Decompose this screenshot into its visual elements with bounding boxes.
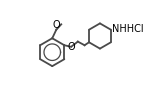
- Text: NHHCl: NHHCl: [112, 24, 143, 34]
- Text: O: O: [67, 42, 75, 52]
- Text: O: O: [53, 20, 60, 30]
